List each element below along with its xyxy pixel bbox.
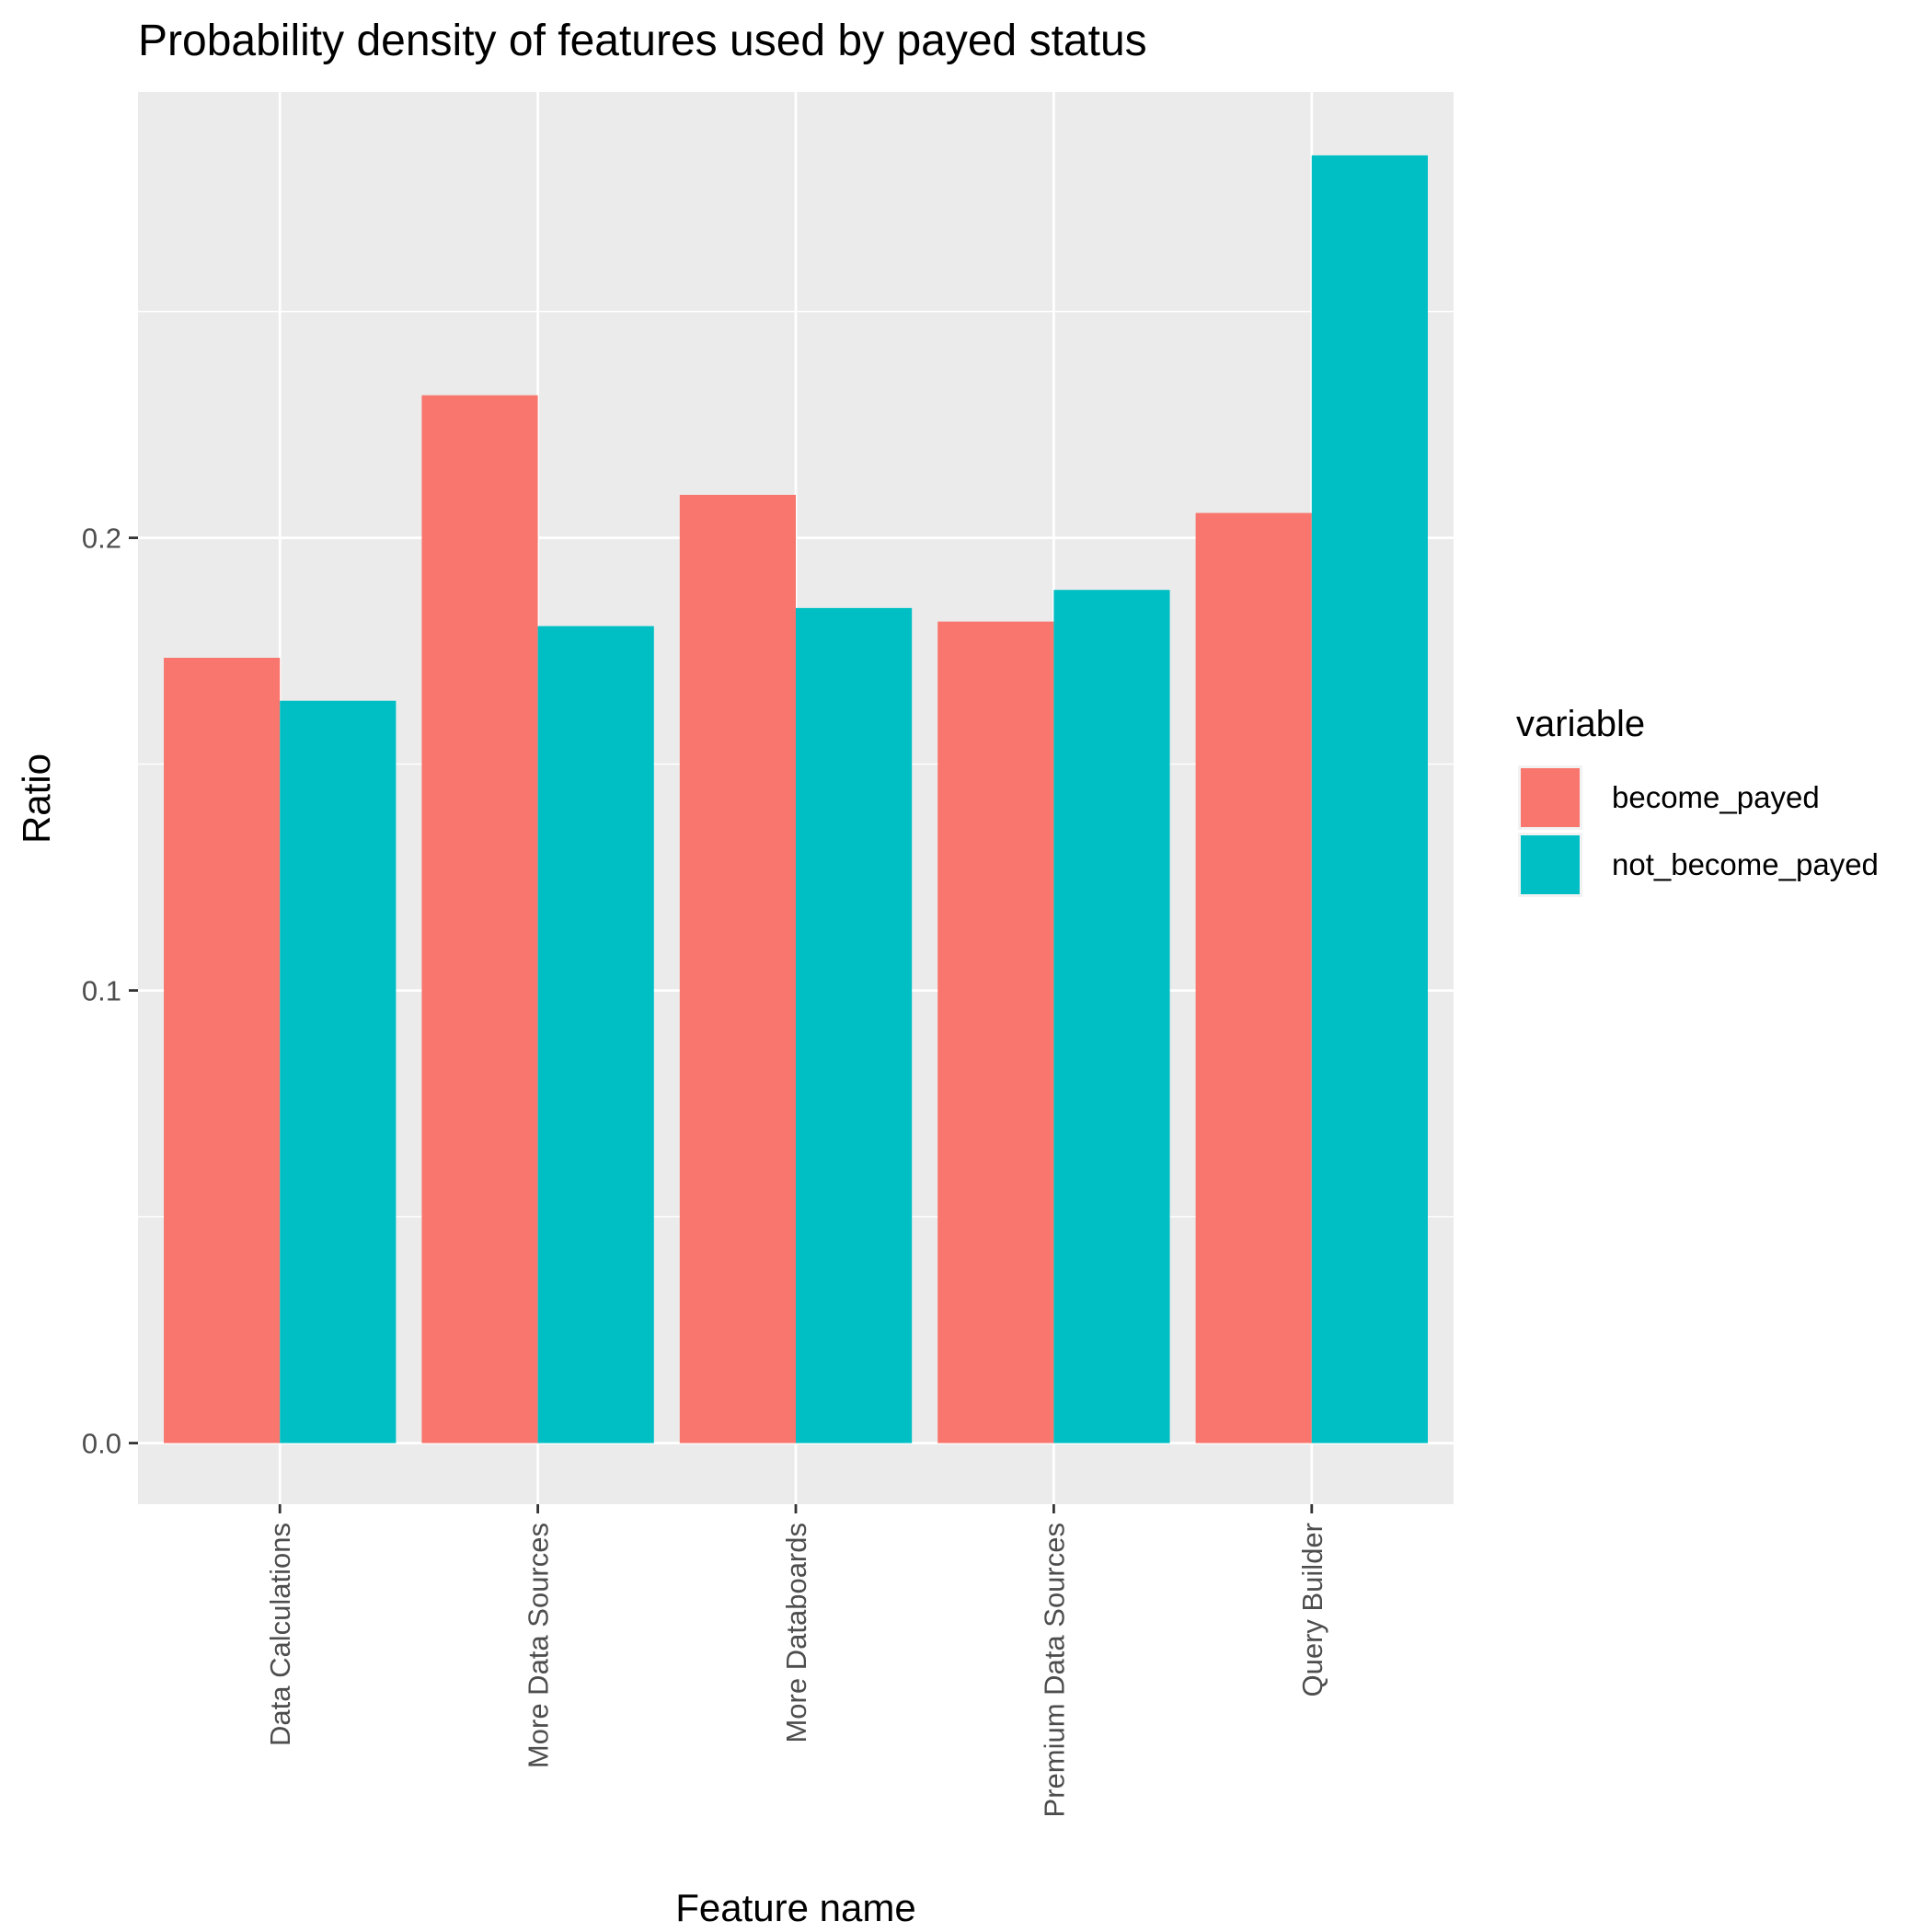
x-axis-title: Feature name xyxy=(675,1886,915,1929)
legend-key-become_payed xyxy=(1521,768,1580,827)
bar-become_payed-3 xyxy=(937,621,1054,1443)
legend-label-not_become_payed: not_become_payed xyxy=(1612,847,1879,881)
x-tick-label: Premium Data Sources xyxy=(1038,1523,1070,1817)
y-tick-label: 0.1 xyxy=(82,975,121,1007)
x-axis: Data Calculations More Data Sources More D… xyxy=(264,1504,1328,1817)
legend: variable become_payed not_become_payed xyxy=(1516,704,1879,897)
bar-not_become_payed-3 xyxy=(1053,590,1170,1443)
bar-not_become_payed-0 xyxy=(280,700,397,1443)
y-tick-label: 0.2 xyxy=(82,523,121,555)
bar-not_become_payed-2 xyxy=(796,607,913,1443)
bar-become_payed-0 xyxy=(164,657,281,1443)
legend-title: variable xyxy=(1516,704,1645,744)
chart-title: Probability density of features used by … xyxy=(138,17,1147,65)
y-axis: 0.0 0.1 0.2 xyxy=(82,523,138,1460)
legend-label-become_payed: become_payed xyxy=(1612,780,1820,814)
x-tick-label: More Databoards xyxy=(780,1523,812,1743)
x-tick-label: More Data Sources xyxy=(523,1523,555,1768)
bar-not_become_payed-1 xyxy=(537,626,654,1443)
x-tick-label: Query Builder xyxy=(1296,1523,1328,1697)
y-tick-label: 0.0 xyxy=(82,1428,121,1460)
bar-become_payed-2 xyxy=(679,494,796,1443)
legend-key-not_become_payed xyxy=(1521,835,1580,894)
bar-become_payed-1 xyxy=(421,395,538,1443)
bar-become_payed-4 xyxy=(1195,512,1312,1443)
bars xyxy=(164,155,1428,1443)
y-axis-title: Ratio xyxy=(15,753,58,844)
bar-not_become_payed-4 xyxy=(1311,155,1428,1443)
x-tick-label: Data Calculations xyxy=(264,1523,296,1746)
